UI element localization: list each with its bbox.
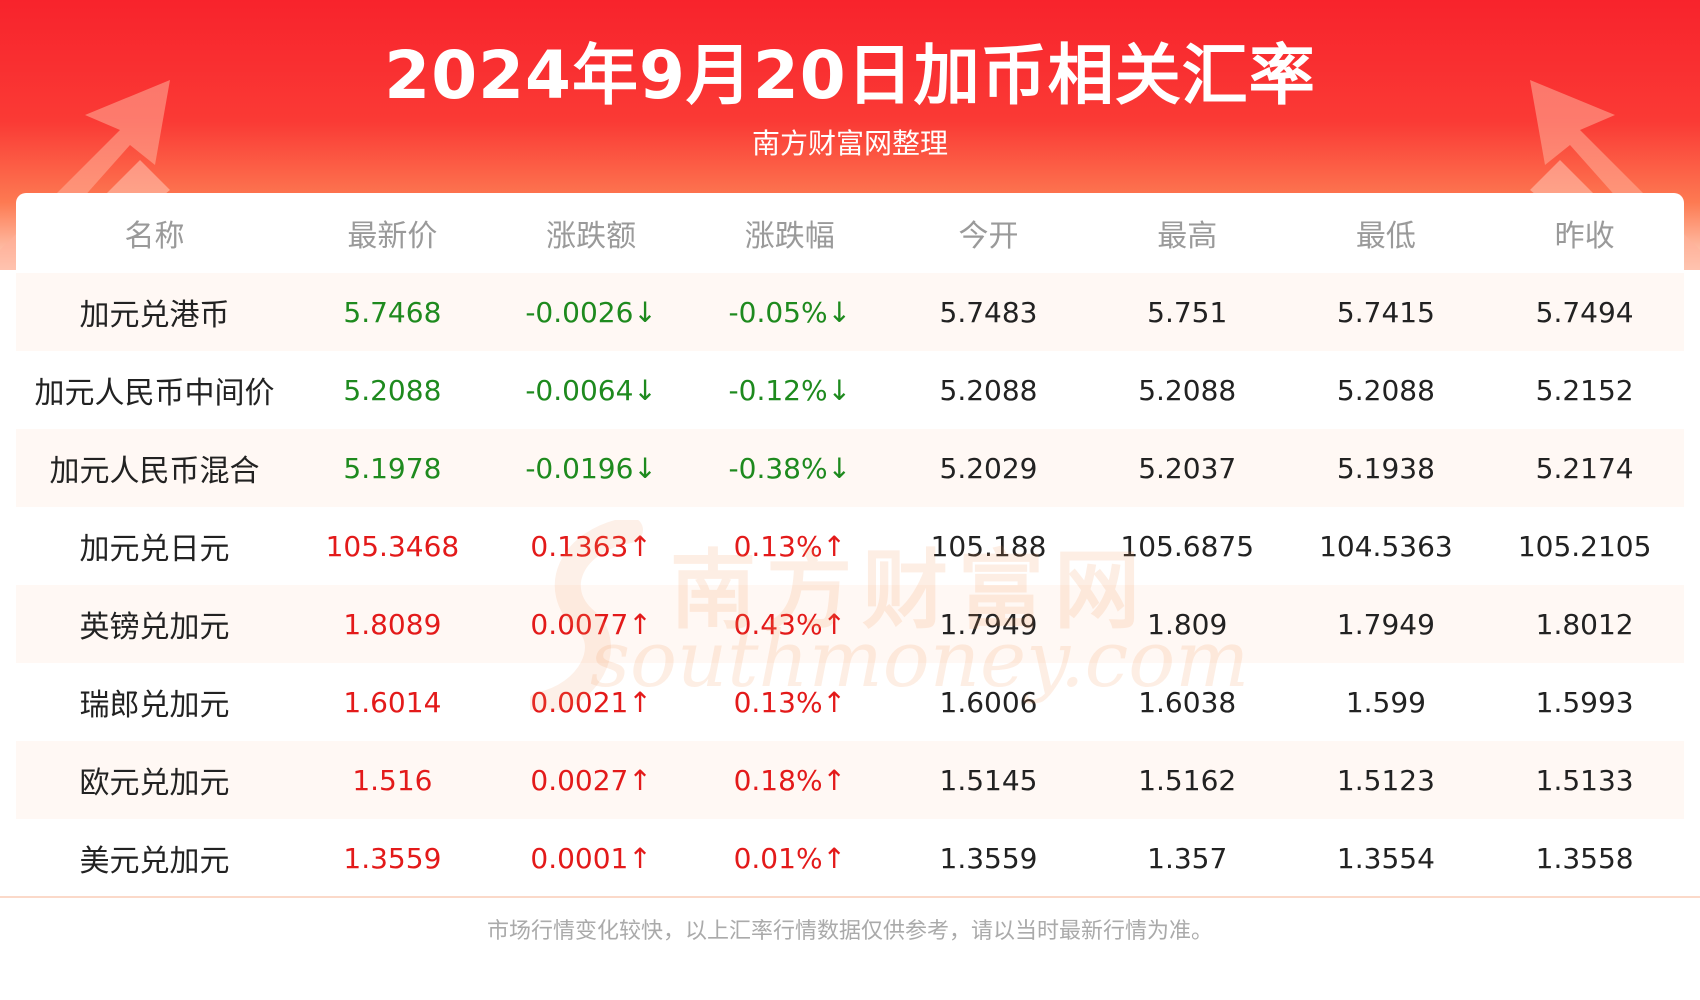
cell-change-pct: -0.05%↓ (690, 273, 890, 351)
cell-open: 1.7949 (889, 585, 1088, 663)
column-header-change-pct: 涨跌幅 (744, 219, 835, 254)
table-row: 欧元兑加元 1.516 0.0027↑ 0.18%↑ 1.5145 1.5162 1.512… (16, 741, 1684, 819)
table-row: 加元人民币中间价 5.2088 -0.0064↓ -0.12%↓ 5.2088 5.208… (16, 351, 1684, 429)
cell-change-pct: 0.13%↑ (690, 663, 890, 741)
cell-high: 105.6875 (1087, 507, 1287, 585)
cell-open: 5.2088 (889, 351, 1088, 429)
cell-prev-close: 5.2174 (1485, 429, 1684, 507)
cell-name: 加元人民币混合 (16, 429, 294, 507)
cell-high: 5.2088 (1087, 351, 1287, 429)
cell-name: 加元兑港币 (16, 273, 294, 351)
table-row: 美元兑加元 1.3559 0.0001↑ 0.01%↑ 1.3559 1.357 1.355… (16, 819, 1684, 897)
column-header-change: 涨跌额 (546, 219, 637, 254)
cell-prev-close: 1.3558 (1485, 819, 1684, 897)
footer-divider (0, 896, 1700, 898)
cell-latest: 1.6014 (293, 663, 492, 741)
table-row: 加元兑日元 105.3468 0.1363↑ 0.13%↑ 105.188 105.687… (16, 507, 1684, 585)
cell-open: 105.188 (889, 507, 1088, 585)
cell-low: 1.3554 (1286, 819, 1486, 897)
column-header-low: 最低 (1355, 219, 1416, 254)
cell-change-pct: -0.12%↓ (690, 351, 890, 429)
table-row: 加元兑港币 5.7468 -0.0026↓ -0.05%↓ 5.7483 5.751 5.7… (16, 273, 1684, 351)
cell-latest: 5.2088 (293, 351, 492, 429)
column-header-open: 今开 (958, 219, 1019, 254)
table-row: 加元人民币混合 5.1978 -0.0196↓ -0.38%↓ 5.2029 5.2037… (16, 429, 1684, 507)
cell-change: 0.0001↑ (491, 819, 691, 897)
cell-high: 1.5162 (1087, 741, 1287, 819)
cell-name: 欧元兑加元 (16, 741, 294, 819)
cell-open: 1.5145 (889, 741, 1088, 819)
cell-prev-close: 1.5993 (1485, 663, 1684, 741)
column-header-prev-close: 昨收 (1554, 219, 1615, 254)
cell-high: 1.6038 (1087, 663, 1287, 741)
cell-low: 1.7949 (1286, 585, 1486, 663)
cell-change-pct: 0.01%↑ (690, 819, 890, 897)
cell-low: 1.599 (1286, 663, 1486, 741)
cell-name: 英镑兑加元 (16, 585, 294, 663)
page-title: 2024年9月20日加币相关汇率 (384, 37, 1316, 114)
cell-name: 加元人民币中间价 (16, 351, 294, 429)
cell-low: 1.5123 (1286, 741, 1486, 819)
cell-high: 1.357 (1087, 819, 1287, 897)
column-header-name: 名称 (124, 219, 185, 254)
cell-prev-close: 1.5133 (1485, 741, 1684, 819)
cell-high: 5.2037 (1087, 429, 1287, 507)
cell-prev-close: 5.7494 (1485, 273, 1684, 351)
column-header-high: 最高 (1157, 219, 1218, 254)
cell-change: -0.0196↓ (491, 429, 691, 507)
cell-change-pct: 0.18%↑ (690, 741, 890, 819)
cell-change: 0.0027↑ (491, 741, 691, 819)
cell-change: -0.0064↓ (491, 351, 691, 429)
cell-high: 5.751 (1087, 273, 1287, 351)
cell-latest: 105.3468 (293, 507, 492, 585)
cell-prev-close: 105.2105 (1485, 507, 1684, 585)
cell-low: 5.1938 (1286, 429, 1486, 507)
table-row: 英镑兑加元 1.8089 0.0077↑ 0.43%↑ 1.7949 1.809 1.794… (16, 585, 1684, 663)
cell-name: 美元兑加元 (16, 819, 294, 897)
cell-low: 5.2088 (1286, 351, 1486, 429)
cell-low: 104.5363 (1286, 507, 1486, 585)
footer-disclaimer: 市场行情变化较快，以上汇率行情数据仅供参考，请以当时最新行情为准。 (486, 919, 1213, 944)
cell-latest: 1.3559 (293, 819, 492, 897)
cell-name: 加元兑日元 (16, 507, 294, 585)
cell-high: 1.809 (1087, 585, 1287, 663)
cell-change: 0.0021↑ (491, 663, 691, 741)
cell-change-pct: 0.13%↑ (690, 507, 890, 585)
cell-name: 瑞郎兑加元 (16, 663, 294, 741)
cell-open: 5.7483 (889, 273, 1088, 351)
cell-open: 5.2029 (889, 429, 1088, 507)
table-row: 瑞郎兑加元 1.6014 0.0021↑ 0.13%↑ 1.6006 1.6038 1.59… (16, 663, 1684, 741)
cell-latest: 5.1978 (293, 429, 492, 507)
cell-open: 1.6006 (889, 663, 1088, 741)
cell-latest: 1.516 (293, 741, 492, 819)
cell-change-pct: 0.43%↑ (690, 585, 890, 663)
cell-latest: 5.7468 (293, 273, 492, 351)
cell-change: -0.0026↓ (491, 273, 691, 351)
column-header-latest: 最新价 (347, 219, 438, 254)
cell-low: 5.7415 (1286, 273, 1486, 351)
table-header-row: 名称 最新价 涨跌额 涨跌幅 今开 最高 最低 昨收 (16, 193, 1684, 273)
cell-latest: 1.8089 (293, 585, 492, 663)
cell-prev-close: 5.2152 (1485, 351, 1684, 429)
exchange-rate-table: 名称 最新价 涨跌额 涨跌幅 今开 最高 最低 昨收 加元兑港币 5.7468 -0… (16, 193, 1684, 897)
cell-change: 0.1363↑ (491, 507, 691, 585)
cell-prev-close: 1.8012 (1485, 585, 1684, 663)
page-subtitle: 南方财富网整理 (751, 127, 948, 160)
cell-open: 1.3559 (889, 819, 1088, 897)
cell-change: 0.0077↑ (491, 585, 691, 663)
cell-change-pct: -0.38%↓ (690, 429, 890, 507)
